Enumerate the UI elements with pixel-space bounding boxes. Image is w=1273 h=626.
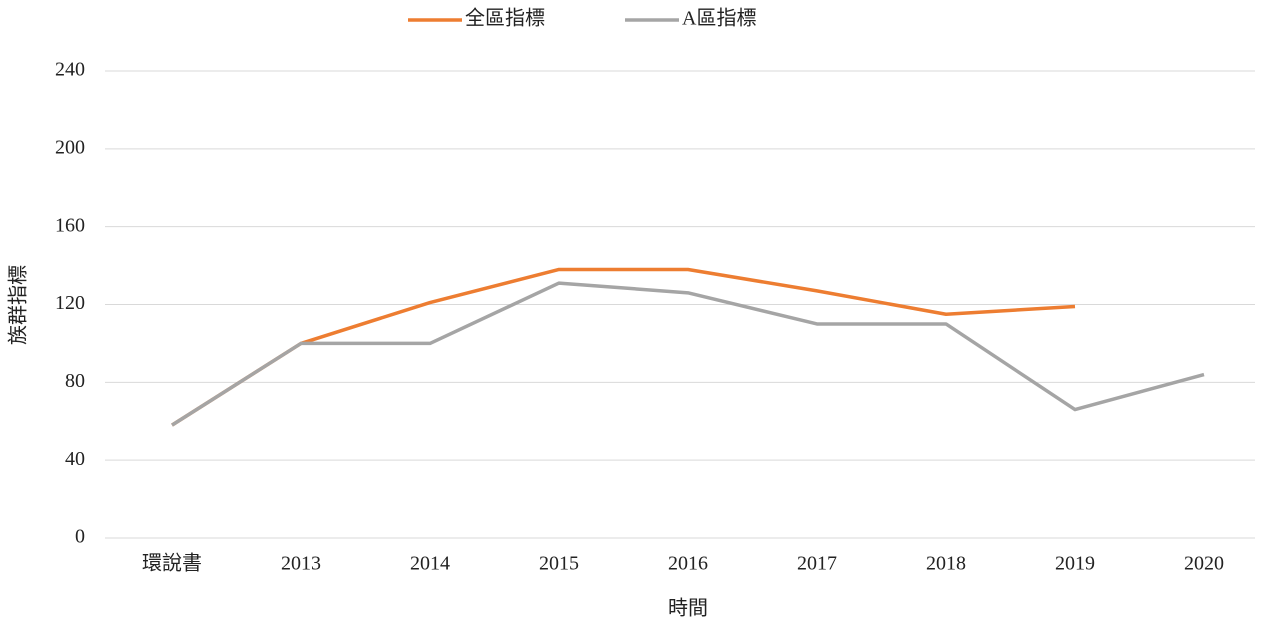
x-tick-label: 2019 <box>1055 553 1095 575</box>
y-tick-label: 240 <box>55 59 85 81</box>
x-tick-label: 2020 <box>1184 553 1224 575</box>
legend-label: 全區指標 <box>465 7 545 30</box>
y-axis-label: 族群指標 <box>7 265 30 345</box>
legend-label: A區指標 <box>682 7 756 30</box>
y-tick-label: 80 <box>65 370 85 392</box>
y-tick-label: 160 <box>55 214 85 236</box>
x-tick-label: 2016 <box>668 553 708 575</box>
x-axis-label: 時間 <box>668 597 708 620</box>
series-line <box>171 281 1205 427</box>
y-tick-label: 120 <box>55 292 85 314</box>
y-tick-label: 200 <box>55 136 85 158</box>
x-tick-label: 2013 <box>281 553 321 575</box>
x-tick-label: 2017 <box>797 553 837 575</box>
x-tick-label: 環說書 <box>142 552 202 575</box>
x-tick-label: 2018 <box>926 553 966 575</box>
y-tick-label: 40 <box>65 448 85 470</box>
x-tick-label: 2014 <box>410 553 450 575</box>
series-line <box>171 267 1076 427</box>
x-tick-label: 2015 <box>539 553 579 575</box>
y-tick-label: 0 <box>75 526 85 548</box>
